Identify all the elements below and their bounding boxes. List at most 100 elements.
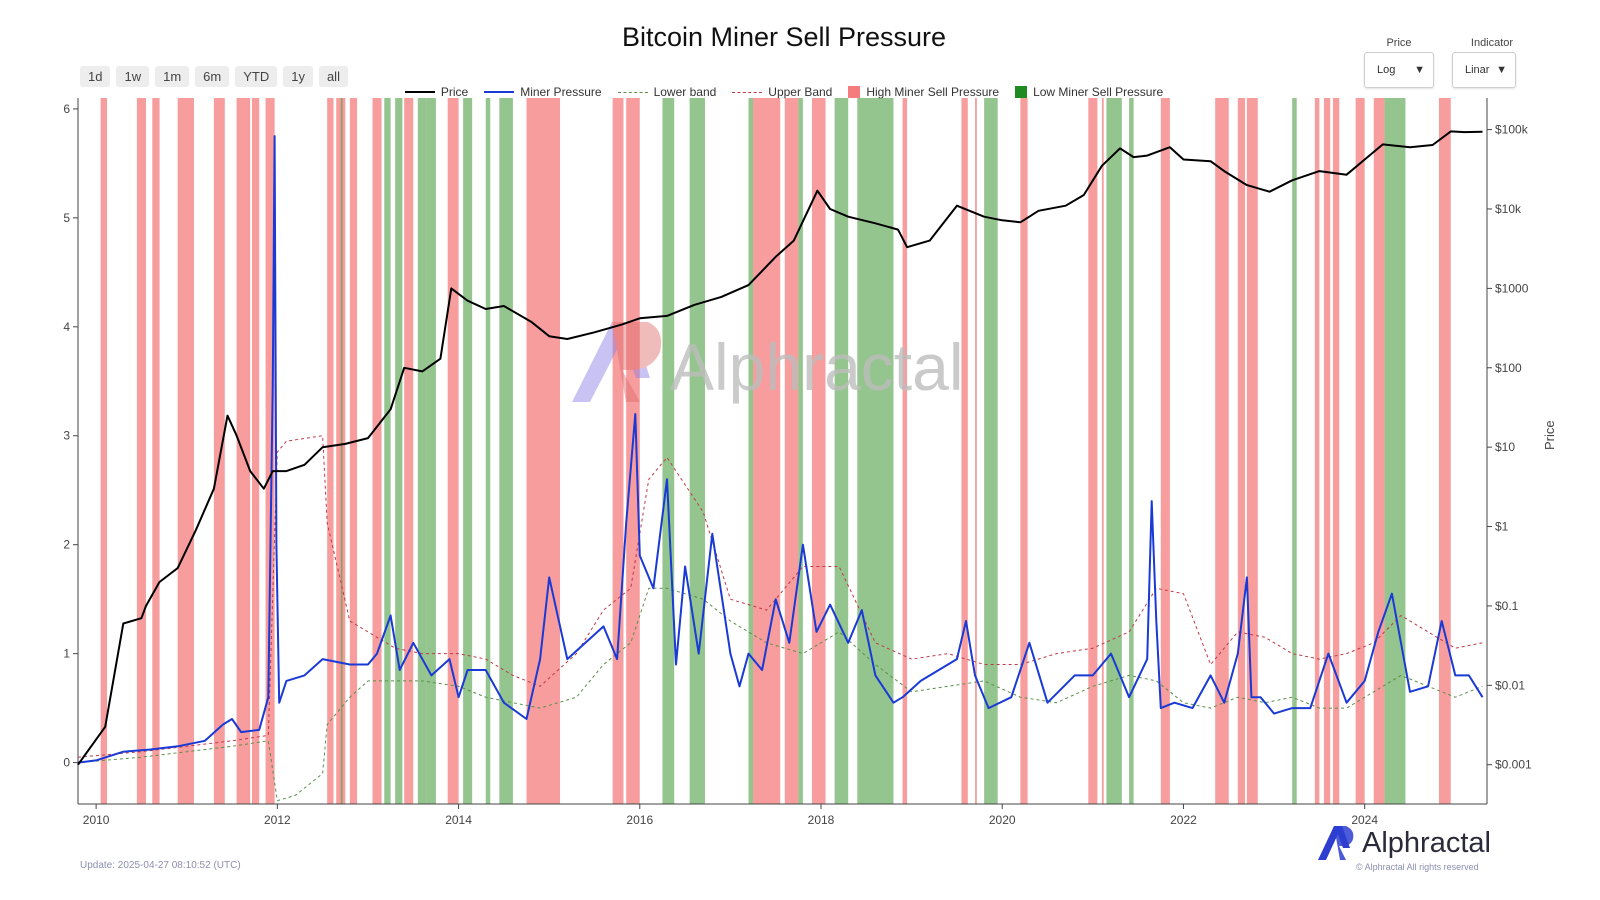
high-sell-pressure-band xyxy=(136,98,146,804)
x-tick-label: 2010 xyxy=(83,813,110,827)
high-sell-pressure-band xyxy=(1215,98,1229,804)
left-tick-label: 1 xyxy=(63,647,70,661)
series-line-upper-band xyxy=(77,435,1483,758)
right-tick-label: $0.001 xyxy=(1495,758,1532,772)
chart-title: Bitcoin Miner Sell Pressure xyxy=(621,22,947,52)
legend-item-miner-pressure[interactable]: Miner Pressure xyxy=(484,85,602,99)
legend-item-high-sell-pressure[interactable]: High Miner Sell Pressure xyxy=(848,85,999,99)
high-sell-pressure-band xyxy=(1438,98,1451,804)
left-tick-label: 0 xyxy=(63,756,70,770)
high-sell-pressure-band xyxy=(404,98,414,804)
shaded-regions xyxy=(100,98,1451,804)
legend-swatch xyxy=(617,91,648,93)
brand-logo: Alphractal xyxy=(1316,824,1491,862)
chevron-down-icon: ▼ xyxy=(1414,64,1425,76)
legend-item-price[interactable]: Price xyxy=(404,85,468,99)
range-button-1y[interactable]: 1y xyxy=(283,66,313,87)
legend-label: Lower band xyxy=(653,85,717,99)
high-sell-pressure-band xyxy=(1323,98,1331,804)
low-sell-pressure-band xyxy=(984,98,998,804)
range-button-6m[interactable]: 6m xyxy=(195,66,230,87)
series-lines xyxy=(77,130,1484,802)
low-sell-pressure-band xyxy=(384,98,391,804)
right-tick-label: $0.01 xyxy=(1495,678,1525,692)
indicator-scale-dropdown[interactable]: Linar ▼ xyxy=(1452,52,1516,88)
high-sell-pressure-band xyxy=(1020,98,1028,804)
right-tick-label: $100k xyxy=(1495,123,1529,137)
legend-swatch xyxy=(732,91,763,93)
high-sell-pressure-band xyxy=(753,98,781,804)
series-line-lower-band xyxy=(77,587,1483,802)
low-sell-pressure-band xyxy=(340,98,343,804)
low-sell-pressure-band xyxy=(857,98,894,804)
indicator-scale-label: Indicator xyxy=(1470,37,1514,49)
low-sell-pressure-band xyxy=(834,98,849,804)
legend-label: Upper Band xyxy=(768,85,833,99)
high-sell-pressure-band xyxy=(265,98,275,804)
legend-swatch xyxy=(404,91,435,93)
high-sell-pressure-band xyxy=(152,98,160,804)
high-sell-pressure-band xyxy=(1373,98,1385,804)
range-selector: 1d 1w 1m 6m YTD 1y all xyxy=(80,66,348,87)
high-sell-pressure-band xyxy=(975,98,977,804)
copyright-text: © Alphractal All rights reserved xyxy=(1356,862,1479,872)
low-sell-pressure-band xyxy=(748,98,754,804)
right-tick-label: $0.1 xyxy=(1495,599,1519,613)
high-sell-pressure-band xyxy=(447,98,459,804)
price-scale-dropdown[interactable]: Log ▼ xyxy=(1364,52,1434,88)
range-button-all[interactable]: all xyxy=(318,66,348,87)
low-sell-pressure-band xyxy=(417,98,427,804)
low-sell-pressure-band xyxy=(499,98,513,804)
legend-item-lower-band[interactable]: Lower band xyxy=(617,85,717,99)
low-sell-pressure-band xyxy=(395,98,403,804)
high-sell-pressure-band xyxy=(902,98,908,804)
legend-item-low-sell-pressure[interactable]: Low Miner Sell Pressure xyxy=(1015,85,1163,99)
low-sell-pressure-band xyxy=(662,98,675,804)
high-sell-pressure-band xyxy=(372,98,382,804)
high-sell-pressure-band xyxy=(784,98,799,804)
high-sell-pressure-band xyxy=(1160,98,1170,804)
chart-legend: Price Miner Pressure Lower band Upper Ba… xyxy=(0,85,1568,99)
x-tick-label: 2018 xyxy=(808,813,835,827)
left-tick-label: 6 xyxy=(63,102,70,116)
high-sell-pressure-band xyxy=(349,98,358,804)
high-sell-pressure-band xyxy=(961,98,968,804)
range-button-1m[interactable]: 1m xyxy=(155,66,190,87)
series-line-miner-pressure xyxy=(77,135,1484,764)
low-sell-pressure-band xyxy=(1129,98,1134,804)
high-sell-pressure-band xyxy=(811,98,826,804)
x-tick-label: 2014 xyxy=(445,813,472,827)
high-sell-pressure-band xyxy=(327,98,334,804)
right-tick-label: $100 xyxy=(1495,361,1522,375)
chevron-down-icon: ▼ xyxy=(1496,64,1507,76)
x-tick-label: 2016 xyxy=(626,813,653,827)
legend-label: High Miner Sell Pressure xyxy=(866,85,1000,99)
legend-swatch xyxy=(484,91,515,93)
left-tick-label: 3 xyxy=(63,429,70,443)
legend-item-upper-band[interactable]: Upper Band xyxy=(732,85,832,99)
right-tick-label: $1 xyxy=(1495,520,1509,534)
range-button-ytd[interactable]: YTD xyxy=(235,66,278,87)
low-sell-pressure-band xyxy=(689,98,706,804)
range-button-1w[interactable]: 1w xyxy=(116,66,150,87)
price-scale-value: Log xyxy=(1377,64,1396,76)
update-timestamp: Update: 2025-04-27 08:10:52 (UTC) xyxy=(80,860,241,871)
high-sell-pressure-band xyxy=(1088,98,1098,804)
series-line-price xyxy=(77,130,1483,766)
x-tick-label: 2022 xyxy=(1170,813,1197,827)
range-button-1d[interactable]: 1d xyxy=(80,66,111,87)
brand-name: Alphractal xyxy=(1362,826,1491,859)
legend-label: Low Miner Sell Pressure xyxy=(1033,85,1164,99)
right-tick-label: $10k xyxy=(1495,202,1522,216)
legend-swatch xyxy=(1015,86,1028,98)
legend-label: Miner Pressure xyxy=(520,85,602,99)
left-tick-label: 5 xyxy=(63,211,70,225)
low-sell-pressure-band xyxy=(485,98,491,804)
high-sell-pressure-band xyxy=(1237,98,1246,804)
high-sell-pressure-band xyxy=(1246,98,1258,804)
x-tick-label: 2020 xyxy=(989,813,1016,827)
low-sell-pressure-band xyxy=(1106,98,1122,804)
high-sell-pressure-band xyxy=(612,98,624,804)
x-tick-label: 2024 xyxy=(1351,813,1378,827)
